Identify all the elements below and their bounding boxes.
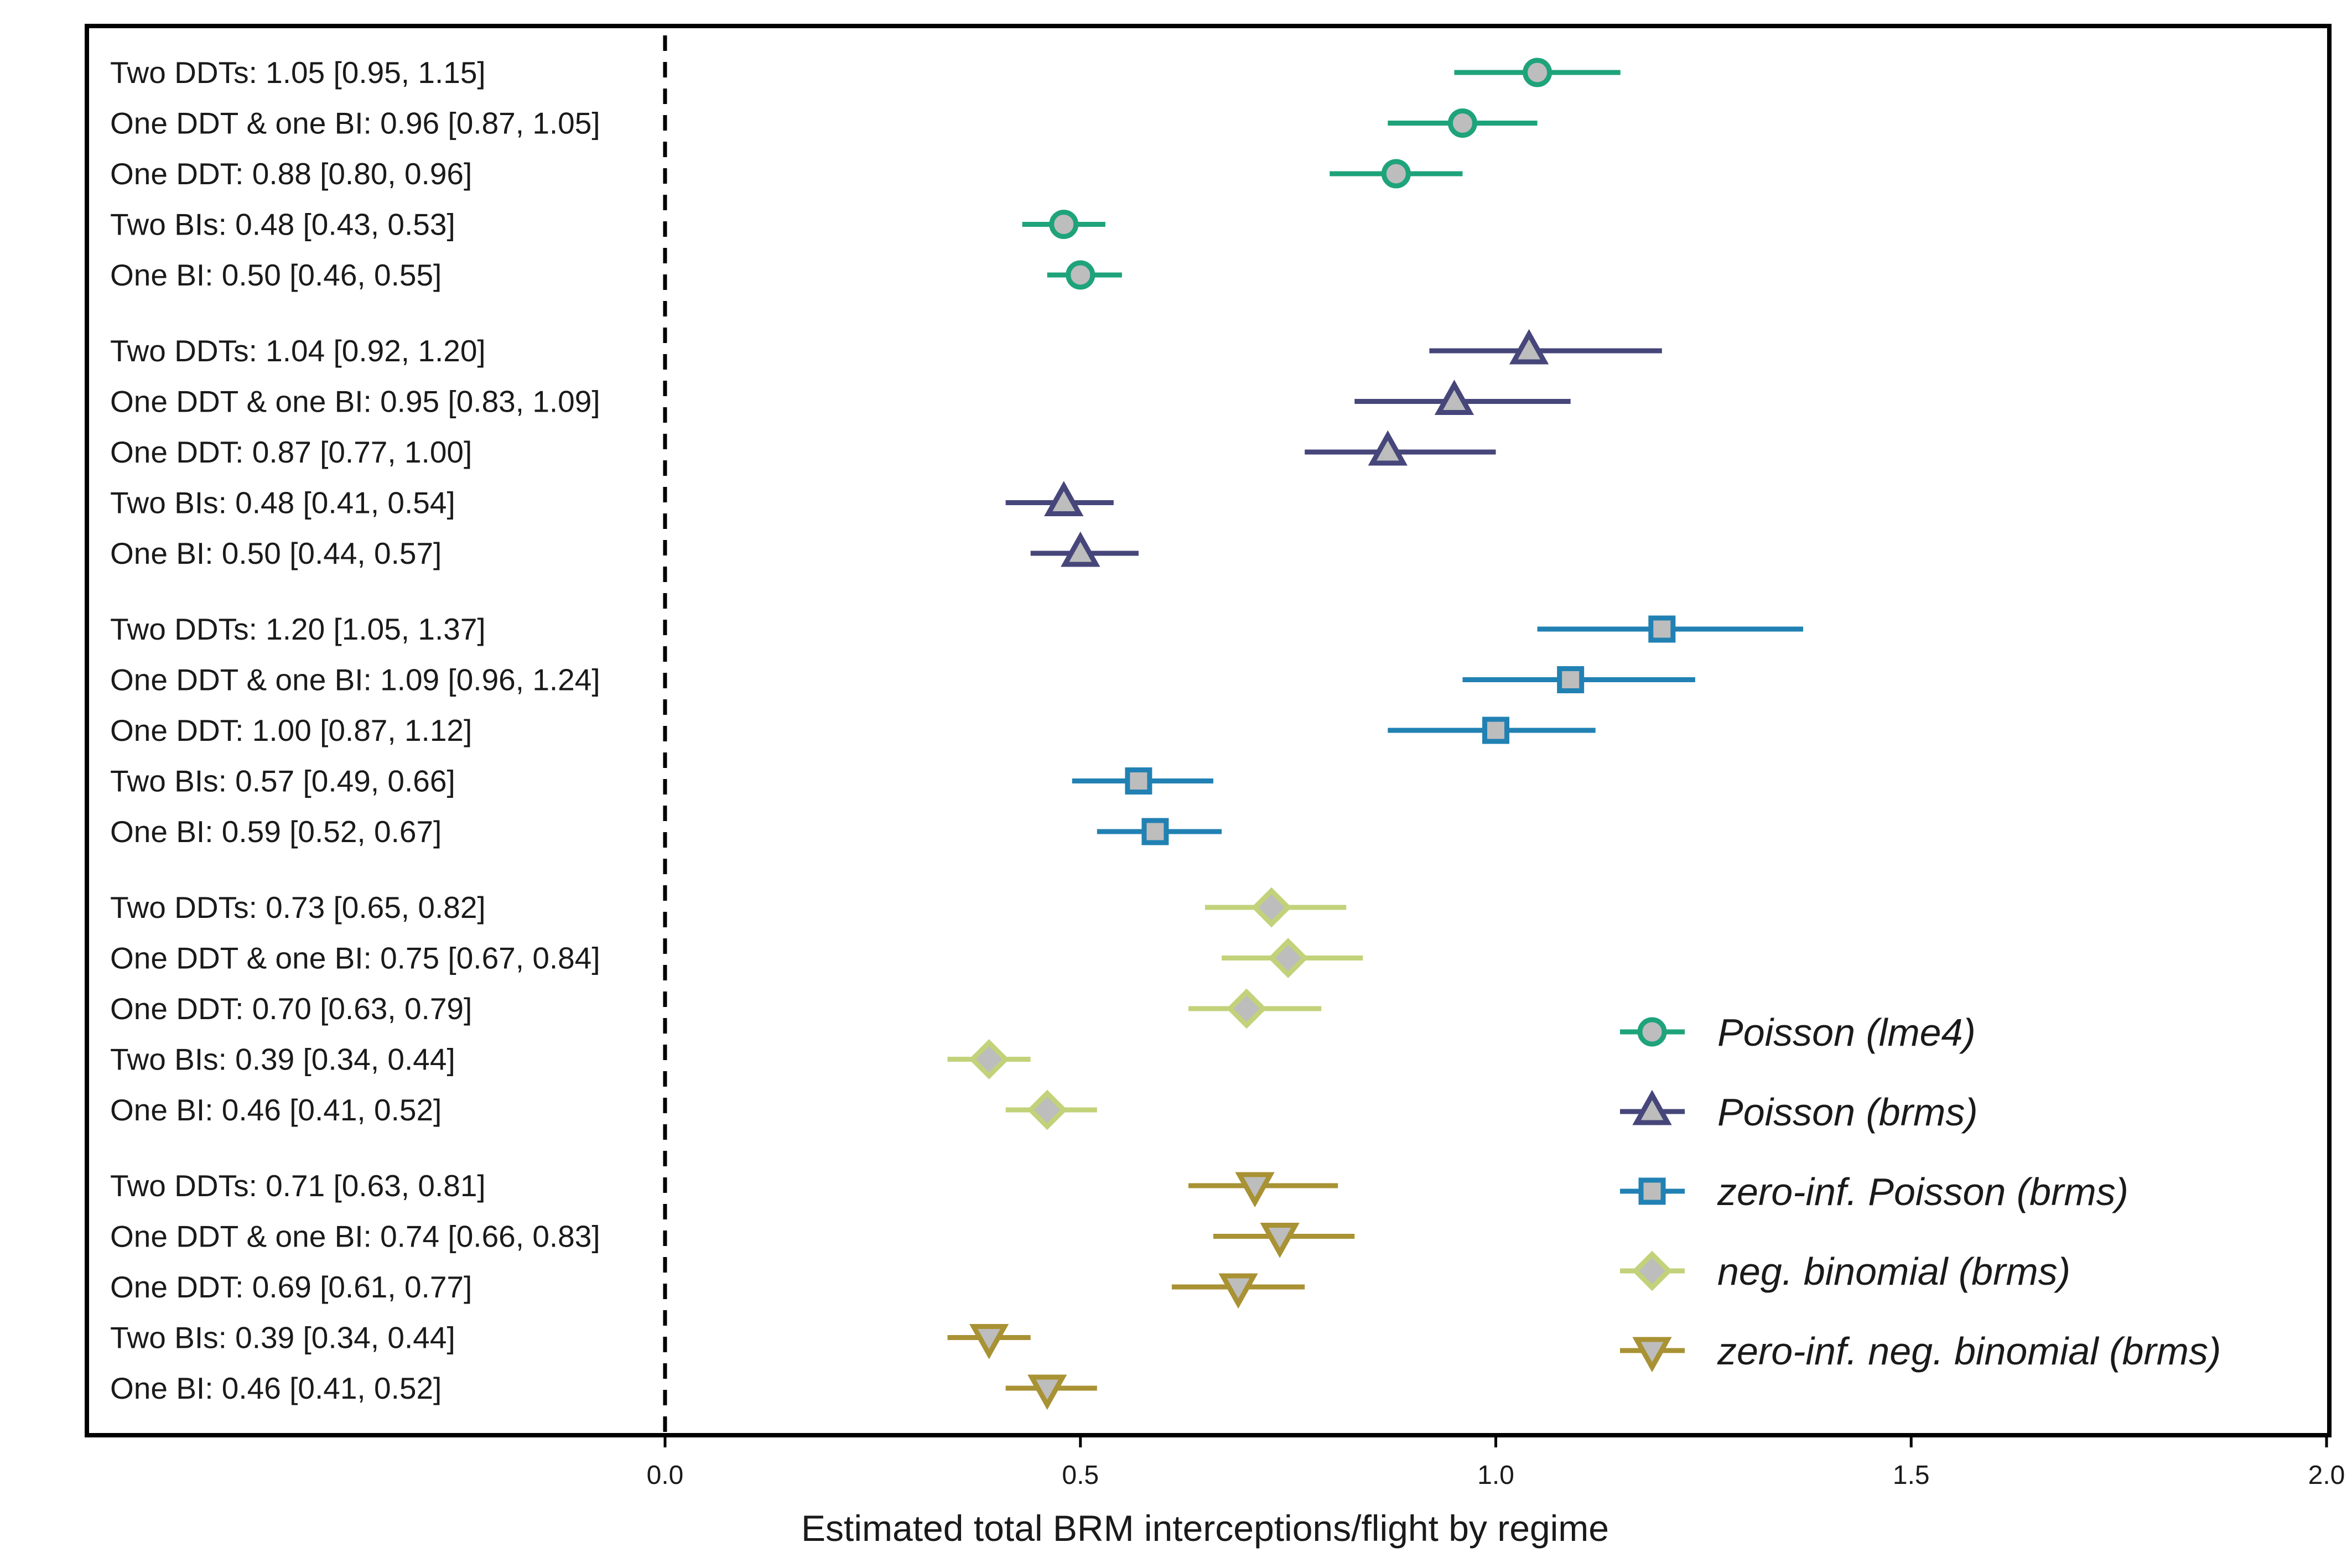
point-estimate	[1226, 988, 1267, 1029]
row-label: Two BIs: 0.48 [0.41, 0.54]	[110, 486, 455, 520]
row-label: One DDT: 0.69 [0.61, 0.77]	[110, 1270, 472, 1304]
x-axis: 0.0 0.5 1.0 1.5 2.0	[647, 1437, 2345, 1490]
point-estimate	[1648, 615, 1676, 643]
legend-item: zero-inf. Poisson (brms)	[1620, 1170, 2128, 1213]
row-label: Two DDTs: 1.04 [0.92, 1.20]	[110, 334, 486, 368]
point-estimate	[1447, 108, 1477, 138]
x-tick-label: 2.0	[2308, 1461, 2345, 1490]
point-estimate	[969, 1324, 1009, 1359]
legend-marker	[1632, 1250, 1673, 1291]
legend-label: neg. binomial (brms)	[1717, 1250, 2070, 1293]
point-estimate	[1141, 818, 1169, 845]
point-estimate	[1235, 1172, 1275, 1208]
legend-label: Poisson (lme4)	[1717, 1011, 1976, 1054]
row-label: Two BIs: 0.39 [0.34, 0.44]	[110, 1042, 455, 1077]
point-estimate	[1381, 159, 1411, 189]
row-label: One DDT & one BI: 1.09 [0.96, 1.24]	[110, 663, 600, 697]
x-tick-label: 0.5	[1062, 1461, 1099, 1490]
series-group: Two DDTs: 0.73 [0.65, 0.82] One DDT & one…	[110, 887, 1363, 1130]
series-group: Two DDTs: 1.05 [0.95, 1.15] One DDT & one…	[110, 55, 1621, 292]
row-label: One BI: 0.59 [0.52, 0.67]	[110, 814, 442, 849]
row-label: One DDT & one BI: 0.95 [0.83, 1.09]	[110, 385, 600, 419]
series-group: Two DDTs: 1.20 [1.05, 1.37] One DDT & one…	[110, 612, 1804, 849]
row-label: One DDT: 0.88 [0.80, 0.96]	[110, 157, 472, 191]
point-estimate	[1434, 380, 1474, 415]
row-label: Two BIs: 0.48 [0.43, 0.53]	[110, 207, 455, 242]
point-estimate	[1368, 430, 1408, 466]
series-group: Two DDTs: 1.04 [0.92, 1.20] One DDT & one…	[110, 329, 1662, 570]
point-estimate	[1260, 1223, 1300, 1258]
x-axis-title: Estimated total BRM interceptions/flight…	[801, 1508, 1609, 1549]
point-estimate	[1066, 260, 1095, 290]
row-label: One DDT & one BI: 0.74 [0.66, 0.83]	[110, 1219, 600, 1254]
legend-item: Poisson (lme4)	[1620, 1011, 1976, 1054]
legend-marker	[1632, 1089, 1672, 1125]
point-estimate	[1027, 1374, 1067, 1410]
row-label: One DDT: 0.87 [0.77, 1.00]	[110, 435, 472, 469]
point-estimate	[1509, 329, 1549, 365]
legend-marker	[1632, 1337, 1672, 1373]
point-estimate	[1557, 666, 1585, 693]
point-estimate	[1061, 531, 1100, 567]
legend-item: Poisson (brms)	[1620, 1089, 1978, 1134]
point-estimate	[969, 1039, 1009, 1079]
point-estimate	[1125, 767, 1152, 795]
legend-label: zero-inf. Poisson (brms)	[1717, 1170, 2128, 1213]
row-label: Two DDTs: 0.73 [0.65, 0.82]	[110, 890, 486, 925]
row-label: One DDT & one BI: 0.96 [0.87, 1.05]	[110, 106, 600, 141]
legend-item: zero-inf. neg. binomial (brms)	[1620, 1330, 2221, 1373]
row-label: Two DDTs: 1.20 [1.05, 1.37]	[110, 612, 486, 646]
legend: Poisson (lme4) Poisson (brms) zero-inf. Po…	[1620, 1011, 2221, 1373]
x-tick-label: 1.0	[1477, 1461, 1514, 1490]
row-label: Two BIs: 0.39 [0.34, 0.44]	[110, 1321, 455, 1355]
estimate-rows: Two DDTs: 1.05 [0.95, 1.15] One DDT & one…	[110, 55, 1804, 1410]
x-tick-label: 1.5	[1893, 1461, 1930, 1490]
row-label: One DDT: 0.70 [0.63, 0.79]	[110, 991, 472, 1026]
row-label: One BI: 0.50 [0.46, 0.55]	[110, 258, 442, 292]
legend-marker	[1637, 1017, 1667, 1047]
row-label: One DDT & one BI: 0.75 [0.67, 0.84]	[110, 941, 600, 975]
point-estimate	[1523, 58, 1553, 87]
row-label: One BI: 0.50 [0.44, 0.57]	[110, 536, 442, 570]
series-group: Two DDTs: 0.71 [0.63, 0.81] One DDT & one…	[110, 1169, 1355, 1410]
point-estimate	[1251, 887, 1292, 928]
row-label: One BI: 0.46 [0.41, 0.52]	[110, 1093, 442, 1127]
row-label: Two BIs: 0.57 [0.49, 0.66]	[110, 764, 455, 798]
row-label: Two DDTs: 1.05 [0.95, 1.15]	[110, 55, 486, 90]
legend-label: Poisson (brms)	[1717, 1091, 1978, 1134]
row-label: One BI: 0.46 [0.41, 0.52]	[110, 1371, 442, 1405]
point-estimate	[1044, 481, 1084, 516]
legend-label: zero-inf. neg. binomial (brms)	[1717, 1330, 2221, 1373]
row-label: Two DDTs: 0.71 [0.63, 0.81]	[110, 1169, 486, 1203]
point-estimate	[1218, 1273, 1258, 1309]
x-tick-label: 0.0	[647, 1461, 684, 1490]
point-estimate	[1482, 716, 1509, 744]
legend-marker	[1638, 1177, 1666, 1205]
point-estimate	[1268, 938, 1309, 978]
row-label: One DDT: 1.00 [0.87, 1.12]	[110, 713, 472, 747]
point-estimate	[1049, 210, 1079, 239]
plot-frame	[85, 24, 2332, 1437]
legend-item: neg. binomial (brms)	[1620, 1250, 2070, 1293]
point-estimate	[1027, 1089, 1068, 1130]
